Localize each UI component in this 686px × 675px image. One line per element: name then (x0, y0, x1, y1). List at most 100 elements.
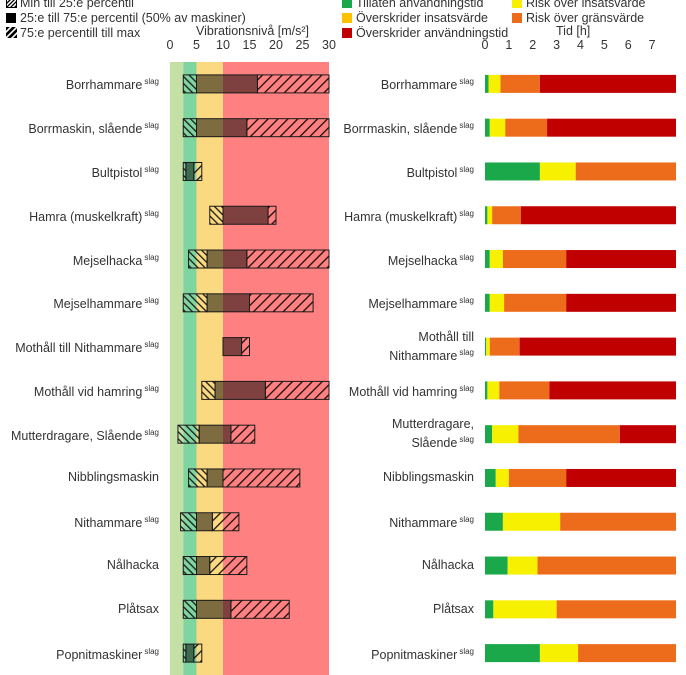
vibration-row-label: Hamra (muskelkraft) slag (1, 206, 159, 225)
slag-tag: slag (459, 121, 474, 131)
range-min-q1-hatch (188, 249, 208, 269)
legend-label: Risk över gränsvärde (526, 11, 645, 25)
vibration-bar-4 (188, 249, 330, 269)
time-segment-1 (486, 337, 490, 356)
vibration-tick-label: 0 (166, 38, 174, 52)
slag-tag: slag (144, 121, 159, 131)
category-name: Plåtsax (118, 601, 159, 616)
slag-tag: slag (144, 77, 159, 87)
category-name: Borrmaskin, slående (28, 122, 143, 137)
category-name: Borrhammare (380, 78, 458, 93)
slag-tag: slag (144, 296, 159, 306)
range-q3-max (230, 599, 290, 619)
range-q1-q3 (196, 118, 248, 138)
time-segment-0 (485, 293, 490, 312)
slag-tag: slag (459, 383, 474, 393)
time-segment-3 (500, 74, 540, 93)
range-q3-max (209, 556, 248, 576)
range-min-q1-hatch (201, 380, 216, 400)
slag-tag: slag (459, 77, 474, 87)
time-tick-label: 7 (648, 38, 656, 52)
legend-item-risk-limit: Risk över gränsvärde (512, 11, 644, 26)
time-segment-1 (507, 556, 538, 575)
time-bar-2 (485, 162, 676, 181)
time-row-label: Plåtsax (334, 602, 474, 617)
category-name: Mothåll vid hamring (348, 384, 458, 399)
category-name: Mothåll till Nithammare (389, 329, 474, 363)
vibration-bar-1 (182, 118, 330, 138)
vibration-tick-label: 15 (242, 38, 257, 52)
time-bar-0 (485, 74, 676, 93)
vibration-tick-label: 5 (193, 38, 200, 52)
time-tick-label: 2 (529, 38, 537, 52)
time-tick-label: 1 (505, 38, 513, 52)
category-name: Nithammare (389, 516, 458, 531)
range-q1-q3 (222, 337, 243, 357)
category-name: Popnitmaskiner (371, 647, 458, 662)
vibration-bar-2 (182, 161, 203, 181)
slag-tag: slag (144, 252, 159, 262)
time-row-label: Hamra (muskelkraft) slag (334, 206, 474, 225)
time-row-label: Mothåll till Nithammare slag (334, 330, 474, 364)
time-segment-3 (504, 293, 567, 312)
time-bar-6 (485, 337, 676, 356)
time-segment-4 (539, 74, 676, 93)
range-q1-q3 (222, 205, 269, 225)
time-segment-3 (560, 512, 676, 531)
vibration-tick-label: 20 (269, 38, 283, 52)
vibration-tick-label: 30 (322, 38, 336, 52)
time-segment-4 (566, 468, 676, 487)
slag-tag: slag (459, 252, 474, 262)
time-segment-1 (489, 250, 503, 269)
slag-tag: slag (459, 646, 474, 656)
vibration-bar-10 (180, 512, 240, 532)
time-row-label: Nålhacka (334, 558, 474, 573)
time-tick-label: 4 (577, 38, 584, 52)
range-q3-max (246, 118, 330, 138)
range-q1-q3 (198, 424, 232, 444)
time-segment-0 (485, 381, 488, 400)
vibration-tick-label: 10 (216, 38, 230, 52)
vibration-bar-12 (182, 599, 290, 619)
vibration-row-label: Mutterdragare, Slående slag (1, 425, 159, 444)
category-name: Mothåll till Nithammare (15, 341, 143, 356)
category-name: Mothåll vid hamring (33, 384, 143, 399)
time-segment-0 (485, 468, 496, 487)
vibration-row-label: Nithammare slag (1, 512, 159, 531)
time-segment-0 (485, 118, 490, 137)
slag-tag: slag (144, 340, 159, 350)
legend-label: Överskrider insatsvärde (356, 11, 488, 25)
slag-tag: slag (459, 435, 474, 445)
category-name: Mejselhammare (368, 297, 458, 312)
vibration-row-label: Mejselhacka slag (1, 250, 159, 269)
range-min-q1-hatch (182, 118, 197, 138)
vibration-bar-5 (182, 293, 314, 313)
vibration-bar-8 (177, 424, 256, 444)
vibration-row-label: Nålhacka (1, 558, 159, 573)
category-name: Mutterdragare, Slående (10, 428, 143, 443)
time-row-label: Borrmaskin, slående slag (334, 118, 474, 137)
vibration-bar-7 (201, 380, 330, 400)
slag-tag: slag (144, 383, 159, 393)
hatch-dense-icon (5, 0, 18, 9)
time-segment-0 (485, 206, 488, 225)
time-row-label: Mejselhacka slag (334, 250, 474, 269)
vibration-row-label: Mothåll till Nithammare slag (1, 337, 159, 356)
time-segment-3 (492, 206, 521, 225)
slag-tag: slag (144, 646, 159, 656)
legend-item-q1-q3: 25:e till 75:e percentil (50% av maskine… (6, 11, 246, 26)
time-bar-10 (485, 512, 676, 531)
time-row-label: Nithammare slag (334, 512, 474, 531)
category-name: Borrmaskin, slående (343, 122, 458, 137)
range-min-q1-hatch (182, 556, 197, 576)
time-segment-0 (485, 162, 540, 181)
time-segment-0 (485, 250, 490, 269)
time-segment-1 (493, 600, 557, 619)
vibration-bar-6 (222, 337, 251, 357)
range-q1-q3 (206, 293, 251, 313)
category-name: Mejselhacka (72, 253, 143, 268)
category-name: Bultpistol (91, 165, 143, 180)
category-name: Hamra (muskelkraft) (344, 209, 458, 224)
range-min-q1-hatch (209, 205, 224, 225)
time-segment-3 (508, 468, 567, 487)
